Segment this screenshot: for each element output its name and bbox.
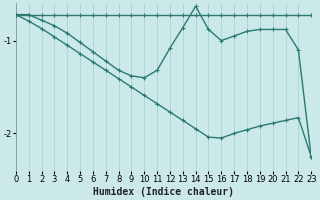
X-axis label: Humidex (Indice chaleur): Humidex (Indice chaleur) [93, 186, 234, 197]
